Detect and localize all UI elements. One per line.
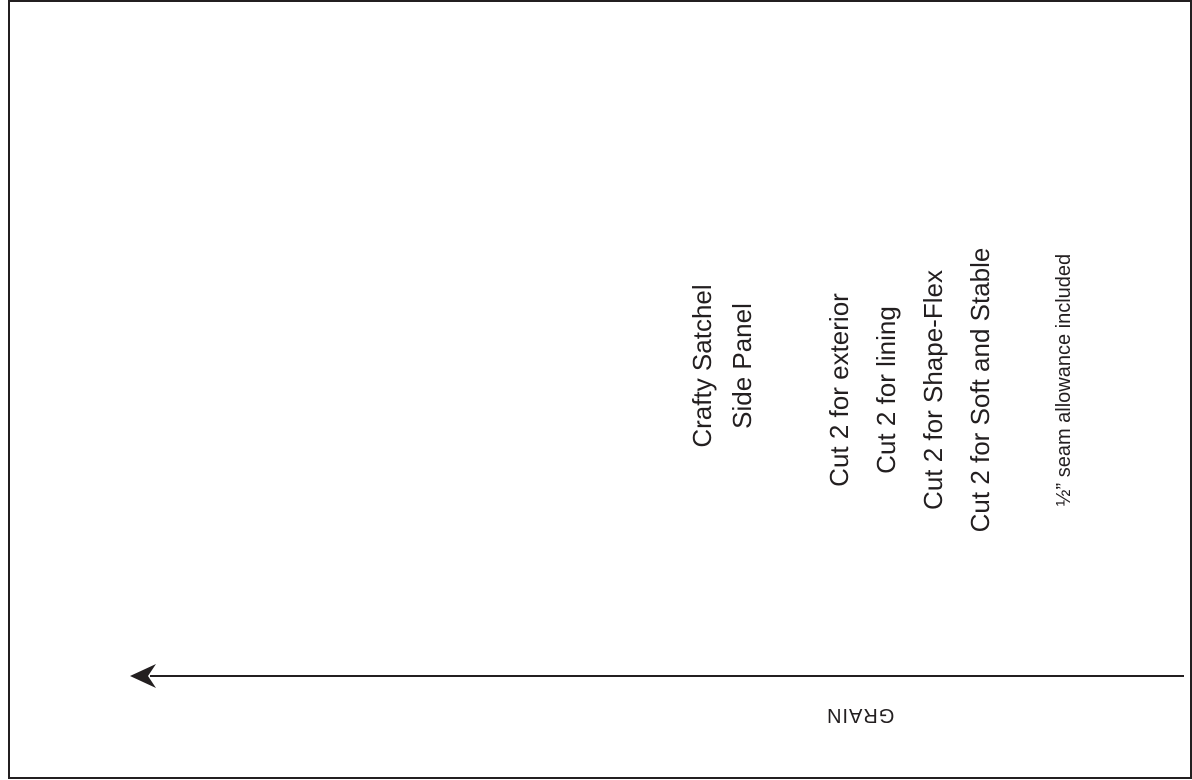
grain-label: GRAIN — [826, 704, 895, 726]
arrow-left-icon — [130, 664, 156, 688]
pattern-piece-outline — [8, 0, 1192, 779]
